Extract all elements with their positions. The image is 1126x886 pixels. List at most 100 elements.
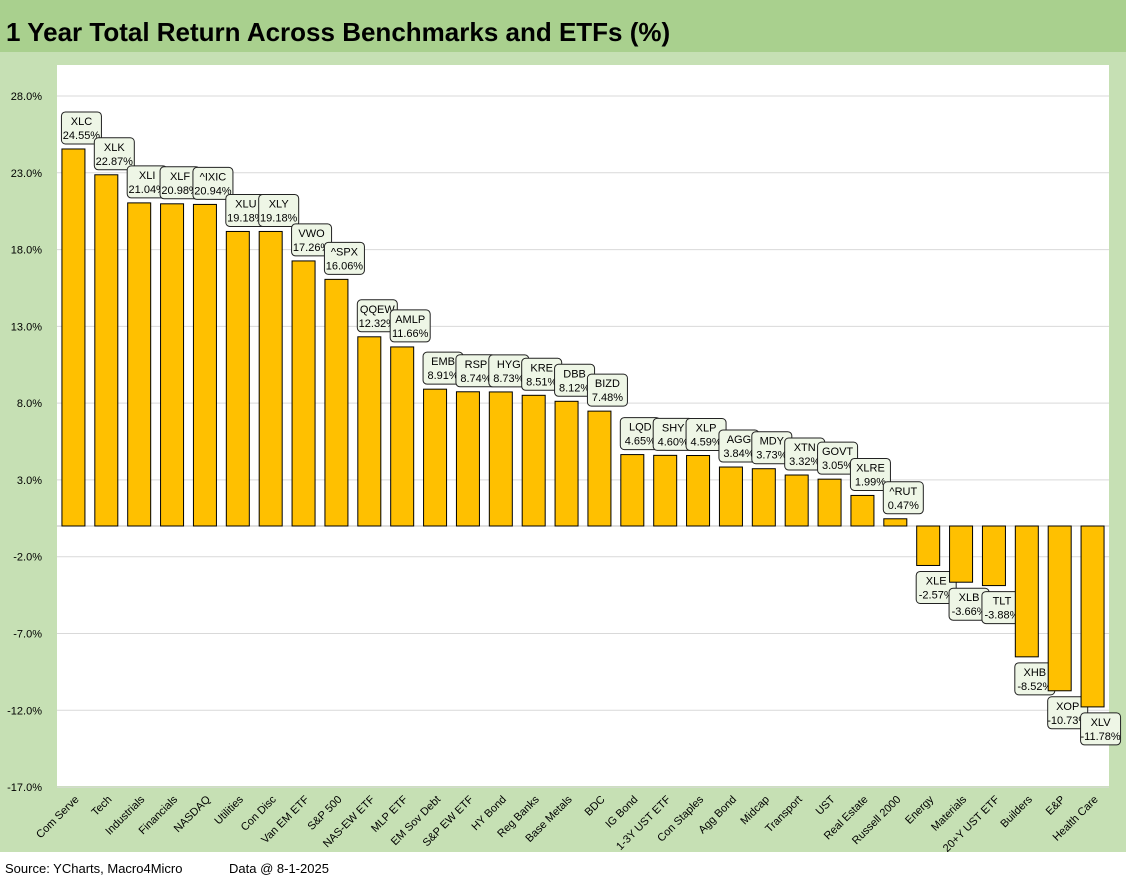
y-tick-label: 13.0% bbox=[11, 321, 42, 333]
data-label-value: 17.26% bbox=[293, 242, 331, 254]
bar bbox=[521, 394, 546, 527]
x-category-label: BDC bbox=[583, 794, 608, 819]
data-label-box bbox=[192, 166, 234, 200]
data-label-value: 19.18% bbox=[260, 212, 298, 224]
data-label-ticker: DBB bbox=[563, 368, 586, 380]
data-label-value: -10.73% bbox=[1047, 715, 1088, 727]
bar bbox=[949, 525, 974, 583]
data-label-ticker: MDY bbox=[760, 436, 785, 448]
bar bbox=[850, 494, 875, 527]
data-label-ticker: VWO bbox=[298, 228, 325, 240]
data-label-ticker: XLE bbox=[926, 575, 947, 587]
data-label-ticker: XLRE bbox=[856, 462, 885, 474]
bar bbox=[784, 474, 809, 527]
y-tick-label: 8.0% bbox=[17, 398, 42, 410]
data-label-value: 4.60% bbox=[658, 436, 689, 448]
x-category-label: NASDAQ bbox=[172, 793, 214, 835]
data-label-ticker: XOP bbox=[1056, 701, 1079, 713]
bar bbox=[981, 525, 1006, 587]
data-label-box bbox=[882, 481, 924, 515]
y-tick-label: 18.0% bbox=[11, 245, 42, 257]
data-label-ticker: GOVT bbox=[822, 446, 853, 458]
data-label-box bbox=[258, 193, 300, 227]
bar bbox=[127, 202, 152, 527]
data-label-ticker: EMB bbox=[431, 356, 455, 368]
data-label-value: 0.47% bbox=[888, 500, 919, 512]
y-tick-label: -17.0% bbox=[7, 782, 42, 794]
bar bbox=[291, 260, 316, 527]
data-label-value: 21.04% bbox=[129, 184, 167, 196]
data-label-value: -8.52% bbox=[1017, 681, 1052, 693]
bar bbox=[225, 230, 250, 527]
bar bbox=[1047, 525, 1072, 692]
bar bbox=[423, 388, 448, 527]
data-label-ticker: AGG bbox=[727, 434, 751, 446]
bar bbox=[883, 518, 908, 527]
data-label-value: 16.06% bbox=[326, 260, 364, 272]
data-label-value: 3.73% bbox=[756, 450, 787, 462]
data-label-ticker: ^RUT bbox=[889, 486, 917, 498]
bar bbox=[258, 230, 283, 527]
data-label-box bbox=[586, 373, 628, 407]
bar bbox=[455, 391, 480, 527]
data-label-value: 19.18% bbox=[227, 212, 265, 224]
y-tick-label: 3.0% bbox=[17, 475, 42, 487]
data-label-value: 1.99% bbox=[855, 476, 886, 488]
data-label-box bbox=[849, 457, 891, 491]
data-label-value: 8.73% bbox=[493, 373, 524, 385]
data-label-value: 8.12% bbox=[559, 382, 590, 394]
bar bbox=[390, 346, 415, 527]
bar bbox=[653, 454, 678, 527]
data-label-box bbox=[915, 570, 957, 604]
data-label-ticker: RSP bbox=[465, 359, 488, 371]
x-category-label: E&P bbox=[1044, 794, 1068, 818]
bar bbox=[1014, 525, 1039, 658]
data-label-value: -3.88% bbox=[985, 610, 1020, 622]
data-label-value: -3.66% bbox=[952, 606, 987, 618]
data-label-box bbox=[60, 111, 102, 145]
data-label-box bbox=[1080, 712, 1122, 746]
data-label-value: 8.74% bbox=[460, 373, 491, 385]
bar bbox=[160, 203, 185, 527]
title-bar: 1 Year Total Return Across Benchmarks an… bbox=[0, 0, 1126, 53]
data-label-value: 4.65% bbox=[625, 436, 656, 448]
data-label-value: -2.57% bbox=[919, 589, 954, 601]
x-category-label: Com Serve bbox=[34, 794, 81, 841]
bar bbox=[817, 478, 842, 527]
data-label-ticker: XLK bbox=[104, 142, 125, 154]
data-label-ticker: HYG bbox=[497, 359, 521, 371]
source-note: Source: YCharts, Macro4Micro bbox=[5, 861, 183, 876]
data-label-ticker: QQEW bbox=[360, 304, 395, 316]
y-tick-label: -7.0% bbox=[13, 629, 42, 641]
data-label-box bbox=[291, 223, 333, 257]
data-label-ticker: KRE bbox=[530, 362, 553, 374]
bar bbox=[488, 391, 513, 527]
bar bbox=[94, 174, 119, 527]
y-tick-label: -12.0% bbox=[7, 705, 42, 717]
data-label-value: 3.32% bbox=[789, 456, 820, 468]
y-tick-label: 23.0% bbox=[11, 168, 42, 180]
y-tick-label: 28.0% bbox=[11, 91, 42, 103]
data-label-ticker: LQD bbox=[629, 422, 652, 434]
data-label-ticker: XTN bbox=[794, 442, 816, 454]
data-label-ticker: XLU bbox=[235, 198, 256, 210]
data-label-ticker: TLT bbox=[993, 596, 1012, 608]
x-category-label: Builders bbox=[998, 793, 1035, 830]
bar bbox=[718, 466, 743, 527]
data-label-ticker: ^SPX bbox=[331, 246, 359, 258]
data-label-ticker: XLF bbox=[170, 171, 190, 183]
data-label-ticker: AMLP bbox=[395, 314, 425, 326]
data-label-value: 8.91% bbox=[427, 370, 458, 382]
x-category-label: 20+Y UST ETF bbox=[941, 793, 1002, 852]
footer: Source: YCharts, Macro4Micro Data @ 8-1-… bbox=[0, 853, 1126, 886]
chart-area: 28.0% 23.0% 18.0% 13.0% 8.0% 3.0% -2.0% -7.0% -1… bbox=[0, 52, 1126, 852]
data-label-value: 20.94% bbox=[194, 185, 232, 197]
data-date-note: Data @ 8-1-2025 bbox=[229, 861, 329, 876]
bar bbox=[61, 148, 86, 527]
bar bbox=[686, 455, 711, 527]
data-label-ticker: XLV bbox=[1091, 717, 1112, 729]
data-label-ticker: XLP bbox=[696, 423, 717, 435]
x-category-label: Tech bbox=[90, 794, 115, 819]
bar bbox=[324, 278, 349, 527]
data-label-value: 8.51% bbox=[526, 376, 557, 388]
